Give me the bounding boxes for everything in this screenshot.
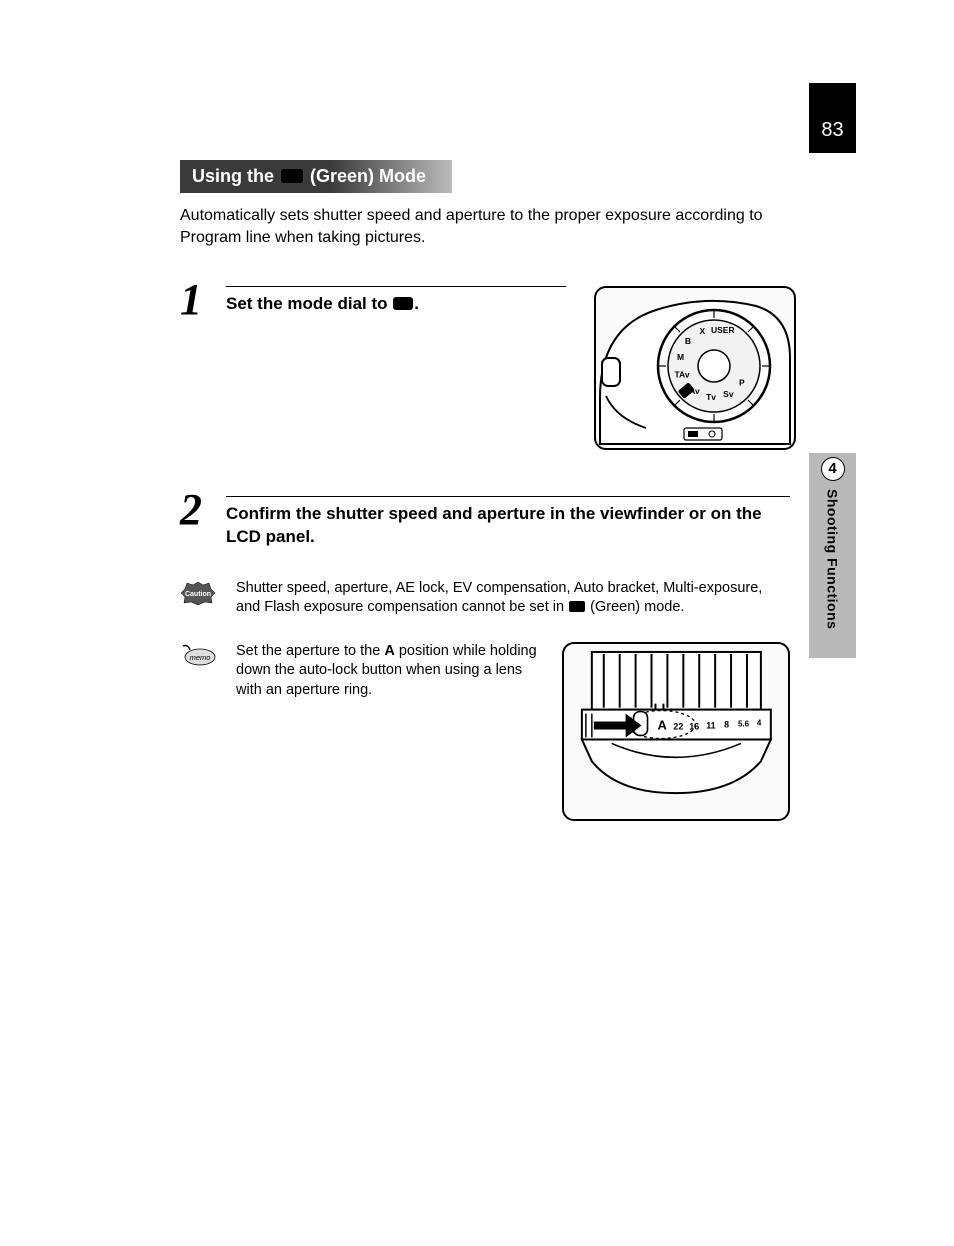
svg-text:P: P <box>739 377 745 387</box>
svg-text:USER: USER <box>711 325 735 335</box>
section-intro: Automatically sets shutter speed and ape… <box>180 205 790 250</box>
svg-text:4: 4 <box>757 718 762 727</box>
page-number-tab: 83 <box>809 83 856 153</box>
caution-icon: Caution <box>180 581 216 605</box>
step-number: 2 <box>180 484 202 535</box>
step-title: Confirm the shutter speed and aperture i… <box>226 503 790 549</box>
svg-text:Av: Av <box>689 386 700 396</box>
svg-text:Tv: Tv <box>706 392 716 402</box>
svg-text:Sv: Sv <box>723 389 734 399</box>
green-mode-icon <box>281 169 303 183</box>
green-mode-icon <box>393 297 413 310</box>
step-number: 1 <box>180 274 202 325</box>
step-title: Set the mode dial to . <box>226 293 566 316</box>
memo-icon: memo <box>180 642 216 671</box>
chapter-number: 4 <box>821 457 845 481</box>
caution-text: Shutter speed, aperture, AE lock, EV com… <box>236 579 790 618</box>
step-2: 2 Confirm the shutter speed and aperture… <box>180 496 790 549</box>
svg-text:memo: memo <box>190 653 211 662</box>
manual-page: 83 4 Shooting Functions Using the (Green… <box>0 0 954 1246</box>
svg-text:8: 8 <box>724 719 729 729</box>
memo-note: memo Set the aperture to the A position … <box>180 642 790 821</box>
page-number: 83 <box>821 119 843 141</box>
page-content: Using the (Green) Mode Automatically set… <box>180 160 790 821</box>
svg-text:16: 16 <box>690 721 700 731</box>
svg-text:22: 22 <box>674 721 684 731</box>
svg-text:5.6: 5.6 <box>738 719 750 728</box>
aperture-ring-illustration: A 22 16 11 8 5.6 4 <box>562 642 790 821</box>
section-title: Using the (Green) Mode <box>180 160 452 193</box>
memo-text: Set the aperture to the A position while… <box>236 642 544 701</box>
svg-text:B: B <box>685 336 691 346</box>
svg-text:TAv: TAv <box>674 369 689 379</box>
section-title-post: (Green) Mode <box>305 166 426 186</box>
section-title-pre: Using the <box>192 166 279 186</box>
svg-text:A: A <box>658 717 667 732</box>
chapter-label: Shooting Functions <box>825 489 841 629</box>
chapter-side-tab: 4 Shooting Functions <box>809 453 856 658</box>
svg-text:11: 11 <box>706 720 715 730</box>
step-1: 1 Set the mode dial to . <box>180 286 790 466</box>
green-mode-icon <box>569 601 585 612</box>
caution-note: Caution Shutter speed, aperture, AE lock… <box>180 579 790 618</box>
mode-dial-illustration: USER X B M TAv Av Tv Sv P <box>594 286 796 450</box>
svg-text:M: M <box>677 352 684 362</box>
svg-text:X: X <box>700 326 706 336</box>
svg-text:Caution: Caution <box>185 591 211 598</box>
